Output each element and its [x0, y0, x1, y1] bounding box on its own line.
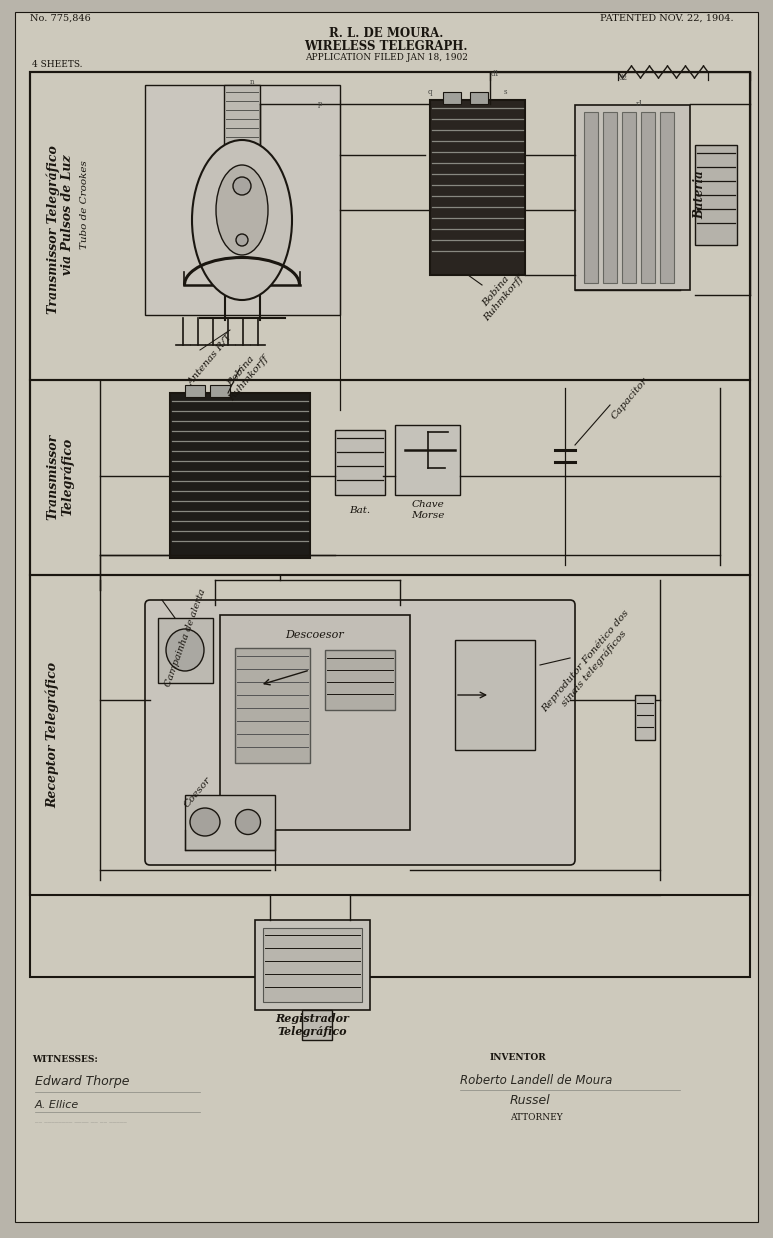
Text: Receptor Telegráfico: Receptor Telegráfico [46, 662, 60, 808]
Text: Bateria: Bateria [693, 171, 707, 219]
Bar [302, 1010, 332, 1040]
Bar [30, 574, 750, 895]
Text: PATENTED NOV. 22, 1904.: PATENTED NOV. 22, 1904. [600, 14, 734, 22]
Ellipse shape [190, 808, 220, 836]
Text: Reprodutor Fonético dos
sinais telegráficos: Reprodutor Fonético dos sinais telegráfi… [540, 608, 640, 722]
Text: WITNESSES:: WITNESSES: [32, 1056, 98, 1065]
Bar [185, 795, 275, 851]
Bar [335, 430, 385, 495]
Ellipse shape [236, 810, 261, 834]
Bar [622, 111, 636, 284]
Bar [443, 92, 461, 104]
Ellipse shape [216, 165, 268, 255]
Bar [235, 647, 310, 763]
Bar [430, 100, 525, 275]
Bar [641, 111, 655, 284]
Text: Bobina
Ruhmkorff: Bobina Ruhmkorff [475, 267, 526, 323]
Bar [255, 920, 370, 1010]
Ellipse shape [236, 234, 248, 246]
Bar [584, 111, 598, 284]
Bar [30, 72, 750, 380]
Text: ATTORNEY: ATTORNEY [510, 1113, 563, 1123]
Text: No. 775,846: No. 775,846 [30, 14, 90, 22]
Text: q: q [427, 88, 432, 97]
Text: Russel: Russel [510, 1093, 550, 1107]
Bar [455, 640, 535, 750]
Text: n: n [250, 78, 254, 85]
Bar [220, 615, 410, 829]
Text: Telegráfico: Telegráfico [61, 438, 75, 516]
Text: WIRELESS TELEGRAPH.: WIRELESS TELEGRAPH. [305, 40, 468, 52]
Bar [185, 385, 205, 397]
Text: A. Ellice: A. Ellice [35, 1101, 80, 1110]
Bar [695, 145, 737, 245]
Text: Transmissor Telegráfico: Transmissor Telegráfico [46, 146, 60, 314]
Text: Chave
Morse: Chave Morse [411, 500, 444, 520]
Text: Tubo de Crookes: Tubo de Crookes [80, 161, 90, 249]
Bar [224, 85, 260, 160]
Text: Capacitor: Capacitor [610, 375, 650, 421]
Text: Bobina
Ruhmkorff: Bobina Ruhmkorff [220, 347, 271, 402]
Text: 4 SHEETS.: 4 SHEETS. [32, 59, 83, 68]
FancyBboxPatch shape [145, 600, 575, 865]
Text: Bat.: Bat. [349, 505, 370, 515]
Bar [145, 85, 340, 314]
Text: Roberto Landell de Moura: Roberto Landell de Moura [460, 1073, 612, 1087]
Text: Antenas R/T: Antenas R/T [186, 333, 234, 387]
Bar [635, 695, 655, 740]
Text: d1: d1 [491, 71, 499, 78]
Bar [603, 111, 617, 284]
Text: via Pulsos de Luz: via Pulsos de Luz [62, 155, 74, 275]
Bar [30, 380, 750, 574]
Ellipse shape [166, 629, 204, 671]
Ellipse shape [192, 140, 292, 300]
Bar [30, 72, 750, 977]
Text: __ ________ ____ __ __ _____: __ ________ ____ __ __ _____ [35, 1114, 127, 1122]
Text: Transmissor: Transmissor [46, 433, 60, 520]
Text: Registrador
Telegráfico: Registrador Telegráfico [275, 1013, 349, 1037]
Bar [470, 92, 488, 104]
Text: r1: r1 [636, 100, 644, 108]
Text: Edward Thorpe: Edward Thorpe [35, 1076, 130, 1088]
Bar [660, 111, 674, 284]
Text: s: s [503, 88, 507, 97]
Bar [263, 928, 362, 1002]
Text: d2: d2 [618, 74, 628, 82]
Text: Descoеsor: Descoеsor [286, 630, 345, 640]
Bar [325, 650, 395, 711]
Text: p: p [318, 100, 322, 108]
Text: Campainha de alerta: Campainha de alerta [163, 588, 207, 688]
Bar [210, 385, 230, 397]
Text: APPLICATION FILED JAN 18, 1902: APPLICATION FILED JAN 18, 1902 [305, 52, 468, 62]
Text: Coesor: Coesor [182, 775, 213, 810]
Text: R. L. DE MOURA.: R. L. DE MOURA. [329, 26, 443, 40]
Bar [158, 618, 213, 683]
Ellipse shape [233, 177, 251, 196]
Text: INVENTOR: INVENTOR [490, 1054, 547, 1062]
Bar [395, 425, 460, 495]
Bar [575, 105, 690, 290]
Bar [170, 392, 310, 558]
